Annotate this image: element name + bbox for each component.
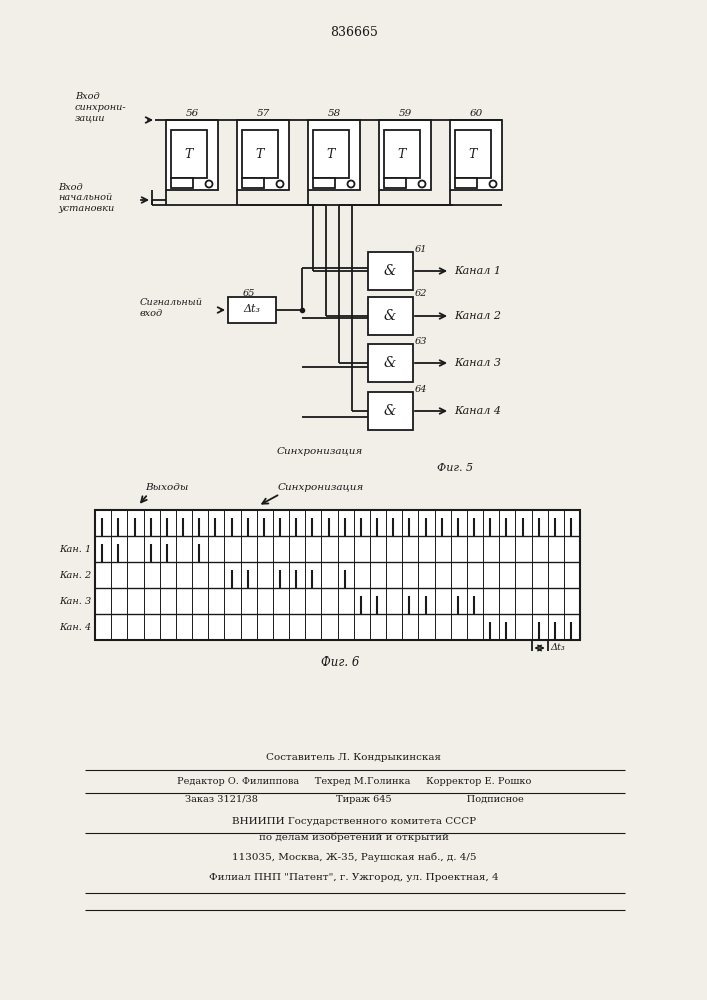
Bar <box>368 344 413 382</box>
Text: 56: 56 <box>185 108 199 117</box>
Text: T: T <box>185 147 193 160</box>
Bar <box>450 120 502 190</box>
Circle shape <box>206 180 213 188</box>
Text: &: & <box>384 404 396 418</box>
Text: 61: 61 <box>415 244 428 253</box>
Bar <box>237 120 289 190</box>
Bar <box>384 178 406 188</box>
Text: Канал 2: Канал 2 <box>454 311 501 321</box>
Text: 63: 63 <box>415 336 428 346</box>
Circle shape <box>419 180 426 188</box>
Text: Вход
синхрони-
зации: Вход синхрони- зации <box>75 92 127 122</box>
Bar <box>313 130 349 178</box>
Text: 60: 60 <box>469 108 483 117</box>
Bar <box>308 120 360 190</box>
Text: Составитель Л. Кондрыкинская: Составитель Л. Кондрыкинская <box>267 752 441 762</box>
Text: 836665: 836665 <box>330 25 378 38</box>
Bar <box>455 178 477 188</box>
Bar <box>171 130 207 178</box>
Text: Вход
начальной
установки: Вход начальной установки <box>58 183 115 213</box>
Text: 58: 58 <box>327 108 341 117</box>
Text: Сигнальный
вход: Сигнальный вход <box>140 298 203 318</box>
Text: по делам изобретений и открытий: по делам изобретений и открытий <box>259 832 449 842</box>
Text: Фиг. 6: Фиг. 6 <box>321 656 359 668</box>
Text: Кан. 2: Кан. 2 <box>59 570 91 580</box>
Text: Канал 4: Канал 4 <box>454 406 501 416</box>
Bar <box>242 178 264 188</box>
Bar <box>242 130 278 178</box>
Text: Канал 3: Канал 3 <box>454 358 501 368</box>
Text: T: T <box>469 147 477 160</box>
Bar <box>368 297 413 335</box>
Text: 59: 59 <box>398 108 411 117</box>
Bar <box>95 510 580 640</box>
Text: Заказ 3121/38                         Тираж 645                        Подписное: Заказ 3121/38 Тираж 645 Подписное <box>185 796 523 804</box>
Text: Кан. 4: Кан. 4 <box>59 622 91 632</box>
Text: Филиал ПНП "Патент", г. Ужгород, ул. Проектная, 4: Филиал ПНП "Патент", г. Ужгород, ул. Про… <box>209 874 499 882</box>
Bar <box>313 178 335 188</box>
Bar <box>166 120 218 190</box>
Text: Δt₃: Δt₃ <box>243 304 260 314</box>
Bar <box>384 130 420 178</box>
Circle shape <box>276 180 284 188</box>
Text: Редактор О. Филиппова     Техред М.Голинка     Корректор Е. Рошко: Редактор О. Филиппова Техред М.Голинка К… <box>177 778 531 786</box>
Bar <box>228 297 276 323</box>
Text: Кан. 1: Кан. 1 <box>59 544 91 554</box>
Bar <box>171 178 193 188</box>
Circle shape <box>489 180 496 188</box>
Bar <box>368 392 413 430</box>
Text: Синхронизация: Синхронизация <box>278 484 364 492</box>
Text: &: & <box>384 309 396 323</box>
Text: Канал 1: Канал 1 <box>454 266 501 276</box>
Text: 65: 65 <box>243 288 255 298</box>
Text: 113035, Москва, Ж-35, Раушская наб., д. 4/5: 113035, Москва, Ж-35, Раушская наб., д. … <box>232 852 477 862</box>
Bar <box>379 120 431 190</box>
Text: T: T <box>256 147 264 160</box>
Text: Синхронизация: Синхронизация <box>277 448 363 456</box>
Text: 57: 57 <box>257 108 269 117</box>
Text: T: T <box>327 147 335 160</box>
Text: Δt₃: Δt₃ <box>551 644 566 652</box>
Text: ВНИИПИ Государственного комитета СССР: ВНИИПИ Государственного комитета СССР <box>232 818 476 826</box>
Circle shape <box>348 180 354 188</box>
Bar <box>368 252 413 290</box>
Text: Кан. 3: Кан. 3 <box>59 596 91 605</box>
Text: Фиг. 5: Фиг. 5 <box>437 463 473 473</box>
Text: 64: 64 <box>415 384 428 393</box>
Text: 62: 62 <box>415 290 428 298</box>
Bar <box>455 130 491 178</box>
Text: T: T <box>398 147 407 160</box>
Text: Выходы: Выходы <box>145 484 188 492</box>
Text: &: & <box>384 264 396 278</box>
Text: &: & <box>384 356 396 370</box>
